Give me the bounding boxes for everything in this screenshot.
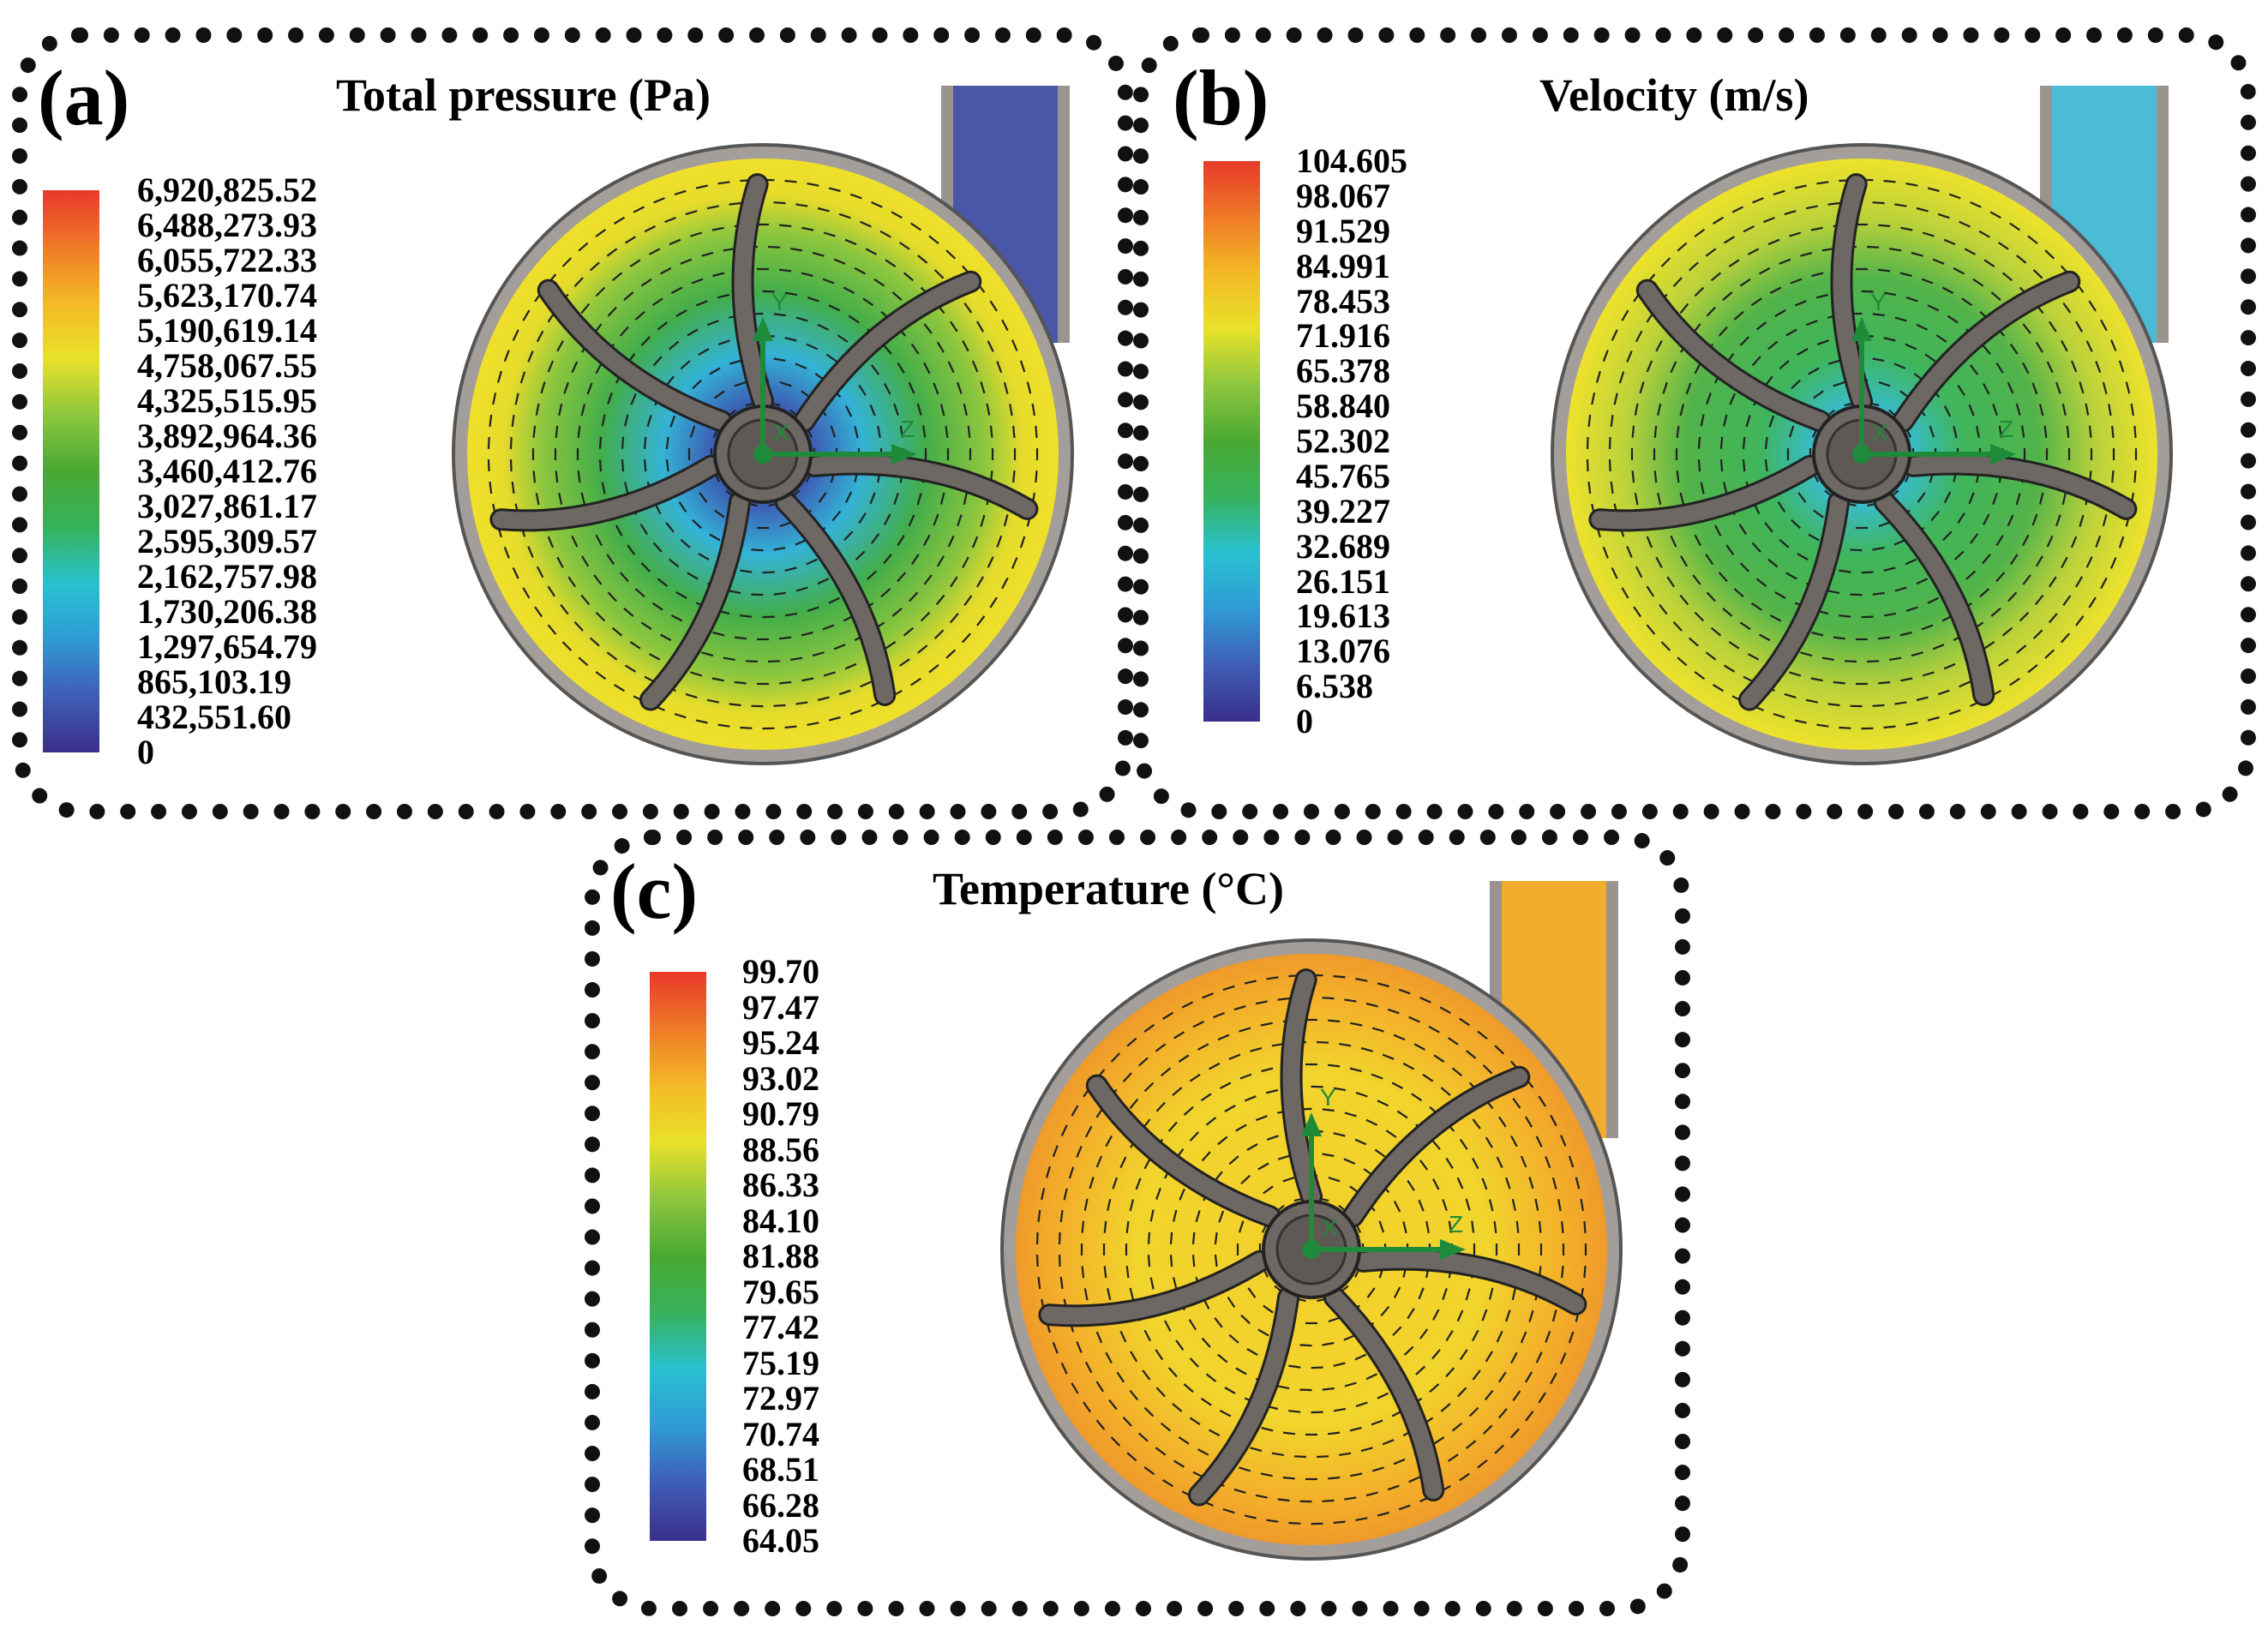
scale-tick-label: 58.840 <box>1296 387 1390 426</box>
scale-tick-label: 65.378 <box>1296 351 1390 391</box>
scale-tick-label: 26.151 <box>1296 561 1390 601</box>
scale-tick-label: 77.42 <box>742 1308 819 1346</box>
scale-tick-label: 99.70 <box>742 952 819 991</box>
scale-tick-label: 68.51 <box>742 1450 819 1489</box>
scale-tick-label: 39.227 <box>1296 491 1390 530</box>
flow-vectors <box>1586 178 2138 730</box>
axis-label-x: X <box>1872 419 1888 446</box>
panel-c-frame <box>585 830 1690 1616</box>
panel-c-title: Temperature (°C) <box>933 863 1285 914</box>
scale-tick-label: 97.47 <box>742 987 819 1027</box>
scale-tick-label: 2,162,757.98 <box>137 557 317 596</box>
pressure-color-bar <box>43 190 99 752</box>
scale-tick-label: 75.19 <box>742 1343 819 1382</box>
scale-tick-label: 64.05 <box>742 1521 819 1560</box>
scale-tick-label: 84.991 <box>1296 246 1390 285</box>
scale-tick-label: 0 <box>137 733 154 771</box>
scale-tick-label: 88.56 <box>742 1130 819 1169</box>
scale-tick-label: 432,551.60 <box>137 698 291 736</box>
scale-tick-label: 0 <box>1296 702 1313 740</box>
scale-tick-label: 4,325,515.95 <box>137 381 317 420</box>
axis-label-y: Y <box>1320 1084 1336 1111</box>
panel-b-label: (b) <box>1173 54 1269 141</box>
scale-tick-label: 6,488,273.93 <box>137 206 317 244</box>
scale-tick-label: 78.453 <box>1296 281 1390 321</box>
panel-a-frame <box>12 27 1133 819</box>
scale-tick-label: 45.765 <box>1296 456 1390 495</box>
scale-tick-label: 84.10 <box>742 1201 819 1240</box>
scale-tick-label: 95.24 <box>742 1023 819 1062</box>
axis-triad: Y X Z <box>753 289 917 464</box>
scale-tick-label: 98.067 <box>1296 176 1390 215</box>
panel-b-title: Velocity (m/s) <box>1539 69 1809 121</box>
scale-tick-label: 81.88 <box>742 1237 819 1275</box>
scale-tick-label: 90.79 <box>742 1094 819 1133</box>
scale-tick-label: 2,595,309.57 <box>137 522 317 560</box>
scale-tick-label: 86.33 <box>742 1166 819 1204</box>
scale-tick-label: 6,055,722.33 <box>137 241 317 279</box>
scale-tick-label: 3,027,861.17 <box>137 487 317 525</box>
axis-triad: Y X Z <box>1301 1084 1466 1260</box>
scale-tick-label: 32.689 <box>1296 526 1390 566</box>
scale-tick-label: 3,892,964.36 <box>137 416 317 455</box>
panel-b-frame <box>1133 27 2256 819</box>
axis-label-x: X <box>773 419 789 446</box>
axis-label-x: X <box>1322 1214 1338 1241</box>
scale-tick-label: 79.65 <box>742 1272 819 1311</box>
axis-label-y: Y <box>1870 289 1887 315</box>
scale-tick-label: 72.97 <box>742 1379 819 1417</box>
scale-tick-label: 71.916 <box>1296 316 1390 356</box>
axis-label-z: Z <box>1449 1211 1463 1237</box>
panel-c-label: (c) <box>610 848 699 935</box>
velocity-color-bar <box>1203 161 1260 722</box>
scale-tick-label: 6,920,825.52 <box>137 171 317 209</box>
scale-tick-label: 4,758,067.55 <box>137 346 317 385</box>
scale-tick-label: 865,103.19 <box>137 662 291 701</box>
scale-tick-label: 6.538 <box>1296 667 1373 706</box>
scale-tick-label: 104.605 <box>1296 141 1407 180</box>
velocity-field-fan: Y X Z <box>1551 86 2173 765</box>
axis-label-z: Z <box>900 416 915 442</box>
scale-tick-label: 3,460,412.76 <box>137 452 317 490</box>
axis-label-z: Z <box>1999 416 2013 442</box>
panel-a-label: (a) <box>38 54 130 141</box>
scale-tick-label: 1,297,654.79 <box>137 627 317 666</box>
axis-label-y: Y <box>771 289 788 315</box>
scale-tick-label: 91.529 <box>1296 211 1390 250</box>
scale-tick-label: 5,190,619.14 <box>137 311 317 350</box>
panel-a-title: Total pressure (Pa) <box>336 69 711 121</box>
scale-tick-label: 5,623,170.74 <box>137 276 317 315</box>
scale-tick-label: 66.28 <box>742 1485 819 1525</box>
scale-tick-label: 19.613 <box>1296 596 1390 636</box>
scale-tick-label: 1,730,206.38 <box>137 592 317 631</box>
axis-triad: Y X Z <box>1851 289 2016 464</box>
scale-tick-label: 93.02 <box>742 1058 819 1098</box>
scale-tick-label: 52.302 <box>1296 422 1390 460</box>
scale-tick-label: 13.076 <box>1296 632 1390 671</box>
pressure-field-fan: Y X Z <box>452 86 1074 765</box>
scale-tick-label: 70.74 <box>742 1414 819 1453</box>
temperature-field-fan: Y X Z <box>1000 881 1623 1561</box>
temperature-color-bar <box>650 972 706 1541</box>
